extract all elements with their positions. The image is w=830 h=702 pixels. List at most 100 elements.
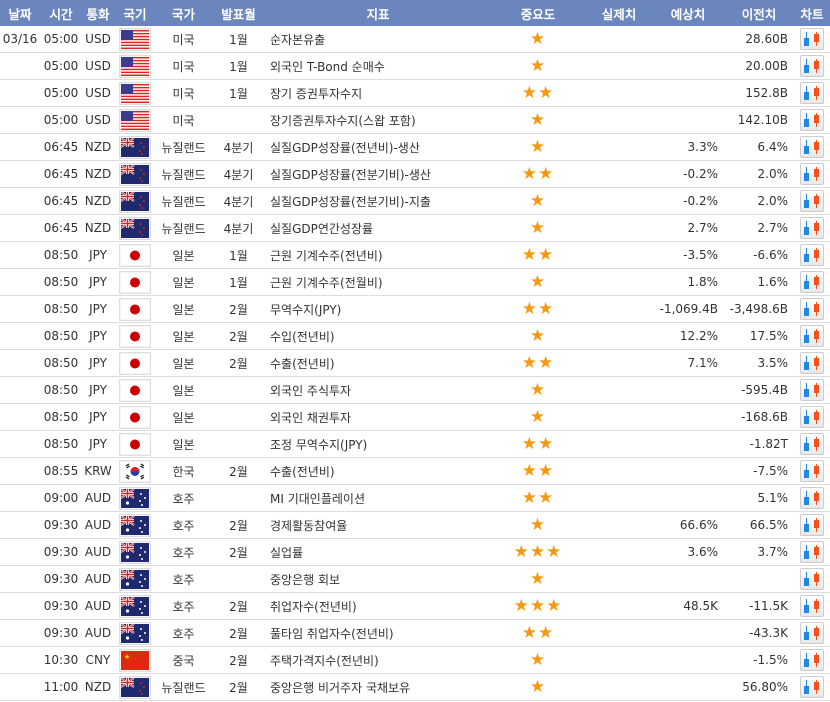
candlestick-chart-icon[interactable] xyxy=(800,244,824,266)
candlestick-chart-icon[interactable] xyxy=(800,676,824,698)
star-rating-icon: ★★★ xyxy=(513,595,563,616)
candlestick-chart-icon[interactable] xyxy=(800,649,824,671)
forecast-cell: -0.2% xyxy=(652,160,724,188)
flag-cell xyxy=(114,322,156,350)
flag-cell xyxy=(114,52,156,80)
chart-cell xyxy=(794,538,830,566)
time-cell: 08:50 xyxy=(40,403,82,431)
candlestick-chart-icon[interactable] xyxy=(800,514,824,536)
column-header: 통화 xyxy=(82,0,114,26)
table-row: 09:30 AUD 호주 2월 실업률 ★★★ 3.6% 3.7% xyxy=(0,538,830,566)
column-header: 국가 xyxy=(156,0,211,26)
date-cell: 03/16 xyxy=(0,26,40,53)
time-cell: 09:30 xyxy=(40,511,82,539)
date-cell xyxy=(0,160,40,188)
candlestick-chart-icon[interactable] xyxy=(800,217,824,239)
previous-cell: -7.5% xyxy=(724,457,794,485)
candlestick-chart-icon[interactable] xyxy=(800,109,824,131)
actual-cell xyxy=(586,430,652,458)
currency-cell: JPY xyxy=(82,268,114,296)
period-cell xyxy=(211,376,266,404)
actual-cell xyxy=(586,403,652,431)
candlestick-chart-icon[interactable] xyxy=(800,487,824,509)
importance-cell: ★★ xyxy=(490,160,586,188)
candlestick-chart-icon[interactable] xyxy=(800,406,824,428)
previous-cell: 3.7% xyxy=(724,538,794,566)
candlestick-chart-icon[interactable] xyxy=(800,136,824,158)
star-rating-icon: ★ xyxy=(529,109,547,130)
time-cell: 05:00 xyxy=(40,106,82,134)
candlestick-chart-icon[interactable] xyxy=(800,82,824,104)
period-cell: 1월 xyxy=(211,241,266,269)
au-flag-icon xyxy=(119,621,151,645)
country-cell: 호주 xyxy=(156,511,211,539)
importance-cell: ★★ xyxy=(490,484,586,512)
us-flag-icon xyxy=(119,81,151,105)
candlestick-chart-icon[interactable] xyxy=(800,55,824,77)
time-cell: 09:30 xyxy=(40,619,82,647)
currency-cell: NZD xyxy=(82,187,114,215)
candlestick-chart-icon[interactable] xyxy=(800,460,824,482)
period-cell: 2월 xyxy=(211,646,266,674)
period-cell: 2월 xyxy=(211,619,266,647)
time-cell: 11:00 xyxy=(40,673,82,701)
candlestick-chart-icon[interactable] xyxy=(800,163,824,185)
table-row: 05:00 USD 미국 1월 외국인 T-Bond 순매수 ★ 20.00B xyxy=(0,52,830,80)
chart-cell xyxy=(794,322,830,350)
date-cell xyxy=(0,538,40,566)
previous-cell: 66.5% xyxy=(724,511,794,539)
au-flag-icon xyxy=(119,594,151,618)
candlestick-chart-icon[interactable] xyxy=(800,433,824,455)
us-flag-icon xyxy=(119,108,151,132)
previous-cell: 20.00B xyxy=(724,52,794,80)
star-rating-icon: ★ xyxy=(529,28,547,49)
date-cell xyxy=(0,187,40,215)
au-flag-icon xyxy=(119,540,151,564)
forecast-cell: -1,069.4B xyxy=(652,295,724,323)
flag-cell xyxy=(114,403,156,431)
previous-cell: 28.60B xyxy=(724,26,794,53)
candlestick-chart-icon[interactable] xyxy=(800,352,824,374)
importance-cell: ★ xyxy=(490,26,586,53)
candlestick-chart-icon[interactable] xyxy=(800,325,824,347)
star-rating-icon: ★★ xyxy=(521,244,555,265)
star-rating-icon: ★★ xyxy=(521,460,555,481)
currency-cell: USD xyxy=(82,26,114,53)
candlestick-chart-icon[interactable] xyxy=(800,28,824,50)
candlestick-chart-icon[interactable] xyxy=(800,190,824,212)
star-rating-icon: ★★ xyxy=(521,298,555,319)
date-cell xyxy=(0,376,40,404)
time-cell: 06:45 xyxy=(40,133,82,161)
table-row: 08:50 JPY 일본 외국인 주식투자 ★ -595.4B xyxy=(0,376,830,404)
indicator-cell: 외국인 T-Bond 순매수 xyxy=(266,52,490,80)
period-cell: 2월 xyxy=(211,295,266,323)
currency-cell: KRW xyxy=(82,457,114,485)
candlestick-chart-icon[interactable] xyxy=(800,568,824,590)
period-cell: 4분기 xyxy=(211,133,266,161)
table-row: 08:50 JPY 일본 1월 근원 기계수주(전년비) ★★ -3.5% -6.6% xyxy=(0,241,830,269)
candlestick-chart-icon[interactable] xyxy=(800,595,824,617)
jp-flag-icon xyxy=(119,405,151,429)
indicator-cell: 취업자수(전년비) xyxy=(266,592,490,620)
jp-flag-icon xyxy=(119,432,151,456)
importance-cell: ★ xyxy=(490,403,586,431)
table-row: 09:30 AUD 호주 2월 취업자수(전년비) ★★★ 48.5K -11.5K xyxy=(0,592,830,620)
actual-cell xyxy=(586,619,652,647)
forecast-cell xyxy=(652,673,724,701)
candlestick-chart-icon[interactable] xyxy=(800,541,824,563)
flag-cell xyxy=(114,106,156,134)
candlestick-chart-icon[interactable] xyxy=(800,622,824,644)
previous-cell: 3.5% xyxy=(724,349,794,377)
date-cell xyxy=(0,511,40,539)
candlestick-chart-icon[interactable] xyxy=(800,298,824,320)
importance-cell: ★★★ xyxy=(490,538,586,566)
flag-cell xyxy=(114,619,156,647)
candlestick-chart-icon[interactable] xyxy=(800,379,824,401)
period-cell xyxy=(211,106,266,134)
country-cell: 호주 xyxy=(156,538,211,566)
star-rating-icon: ★ xyxy=(529,568,547,589)
indicator-cell: 장기 증권투자수지 xyxy=(266,79,490,107)
actual-cell xyxy=(586,349,652,377)
candlestick-chart-icon[interactable] xyxy=(800,271,824,293)
